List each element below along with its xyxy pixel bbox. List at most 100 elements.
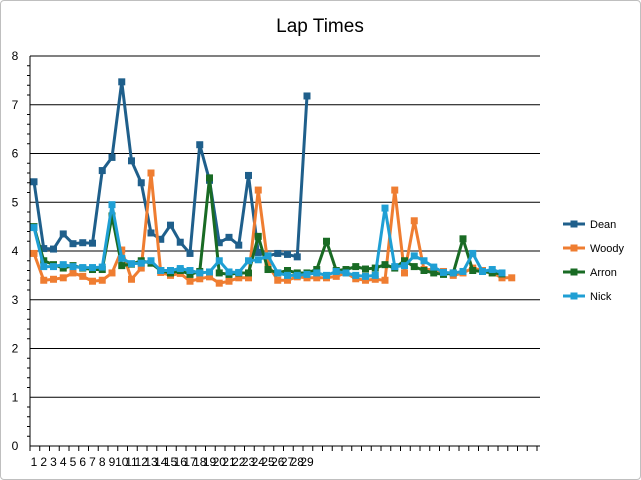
data-point-nick bbox=[371, 271, 379, 279]
data-point-nick bbox=[459, 267, 467, 275]
data-point-woody bbox=[313, 274, 321, 282]
x-tick-label: 24 bbox=[252, 455, 266, 469]
data-point-dean bbox=[303, 92, 311, 100]
x-tick-label: 22 bbox=[232, 455, 246, 469]
data-point-woody bbox=[69, 269, 77, 277]
data-point-nick bbox=[89, 264, 96, 272]
grid-lines bbox=[30, 55, 540, 398]
legend-label: Arron bbox=[590, 267, 617, 279]
data-point-woody bbox=[59, 274, 67, 282]
data-point-nick bbox=[196, 269, 204, 277]
x-tick-label: 5 bbox=[70, 455, 77, 469]
x-tick-label: 4 bbox=[60, 455, 67, 469]
y-tick-label: 8 bbox=[12, 49, 19, 63]
data-point-woody bbox=[137, 264, 145, 272]
data-point-nick bbox=[167, 267, 174, 274]
x-tick-label: 27 bbox=[281, 455, 295, 469]
data-point-arron bbox=[215, 269, 223, 277]
data-point-dean bbox=[186, 249, 194, 257]
x-tick-label: 2 bbox=[40, 455, 47, 469]
y-tick-label: 5 bbox=[12, 195, 19, 209]
data-point-arron bbox=[362, 265, 369, 273]
data-point-dean bbox=[245, 171, 252, 179]
data-point-woody bbox=[284, 276, 291, 284]
data-point-dean bbox=[284, 250, 291, 258]
data-point-dean bbox=[98, 167, 106, 175]
data-point-nick bbox=[391, 263, 399, 271]
data-point-dean bbox=[128, 157, 135, 165]
data-point-woody bbox=[391, 186, 399, 194]
x-tick-label: 20 bbox=[213, 455, 227, 469]
data-point-woody bbox=[371, 275, 379, 283]
data-point-woody bbox=[128, 275, 135, 283]
legend-label: Woody bbox=[590, 243, 625, 255]
data-point-arron bbox=[245, 269, 252, 277]
data-point-nick bbox=[206, 268, 213, 276]
data-point-nick bbox=[108, 201, 116, 209]
x-tick-label: 9 bbox=[109, 455, 116, 469]
y-tick-label: 1 bbox=[12, 390, 19, 404]
data-point-arron bbox=[264, 266, 272, 274]
data-point-dean bbox=[176, 238, 184, 246]
data-point-arron bbox=[420, 267, 428, 274]
data-point-nick bbox=[352, 271, 360, 279]
data-point-woody bbox=[98, 276, 106, 284]
x-tick-label: 25 bbox=[261, 455, 275, 469]
data-point-dean bbox=[137, 179, 145, 187]
x-tick-label: 14 bbox=[154, 455, 168, 469]
data-point-nick bbox=[430, 263, 438, 271]
legend-entry-arron: Arron bbox=[563, 267, 617, 279]
data-point-arron bbox=[108, 212, 116, 220]
data-point-dean bbox=[40, 245, 48, 253]
x-tick-label: 28 bbox=[291, 455, 305, 469]
y-tick-label: 3 bbox=[12, 293, 19, 307]
data-point-woody bbox=[401, 269, 408, 277]
y-tick-label: 7 bbox=[12, 98, 19, 112]
data-point-woody bbox=[79, 272, 87, 280]
data-point-dean bbox=[274, 249, 282, 257]
data-point-nick bbox=[225, 268, 233, 276]
data-point-nick bbox=[59, 261, 67, 269]
data-point-nick bbox=[420, 257, 428, 265]
legend-entry-nick: Nick bbox=[563, 291, 612, 303]
data-point-arron bbox=[410, 263, 418, 271]
x-tick-label: 26 bbox=[271, 455, 285, 469]
data-point-woody bbox=[89, 277, 96, 285]
data-point-arron bbox=[254, 232, 262, 240]
data-point-woody bbox=[186, 277, 194, 285]
data-point-woody bbox=[225, 277, 233, 285]
legend: Dean Woody Arron Nick bbox=[563, 219, 625, 303]
data-point-nick bbox=[176, 265, 184, 273]
data-point-woody bbox=[30, 249, 38, 257]
x-tick-label: 12 bbox=[135, 455, 149, 469]
series-nick bbox=[30, 201, 506, 280]
legend-marker bbox=[570, 244, 578, 252]
x-tick-label: 17 bbox=[183, 455, 197, 469]
data-point-nick bbox=[498, 269, 506, 277]
data-point-dean bbox=[30, 178, 38, 186]
y-tick-label: 6 bbox=[12, 147, 19, 161]
data-point-nick bbox=[215, 257, 223, 265]
x-tick-label: 13 bbox=[144, 455, 158, 469]
data-point-nick bbox=[98, 263, 106, 271]
legend-marker bbox=[570, 268, 578, 276]
y-tick-label: 4 bbox=[12, 244, 19, 258]
data-point-woody bbox=[196, 275, 204, 283]
x-tick-label: 3 bbox=[50, 455, 57, 469]
data-point-dean bbox=[157, 235, 165, 243]
data-point-woody bbox=[245, 274, 252, 282]
data-point-nick bbox=[469, 249, 477, 257]
data-point-nick bbox=[69, 263, 77, 271]
legend-entry-dean: Dean bbox=[563, 219, 616, 231]
y-tick-label: 2 bbox=[12, 342, 19, 356]
data-point-dean bbox=[69, 240, 77, 248]
data-point-woody bbox=[50, 275, 57, 283]
data-point-nick bbox=[342, 269, 350, 277]
data-point-dean bbox=[108, 153, 116, 161]
data-point-woody bbox=[332, 272, 340, 280]
series-line-dean bbox=[32, 80, 309, 259]
data-point-dean bbox=[196, 141, 204, 149]
data-point-dean bbox=[235, 241, 243, 249]
x-tick-label: 6 bbox=[79, 455, 86, 469]
